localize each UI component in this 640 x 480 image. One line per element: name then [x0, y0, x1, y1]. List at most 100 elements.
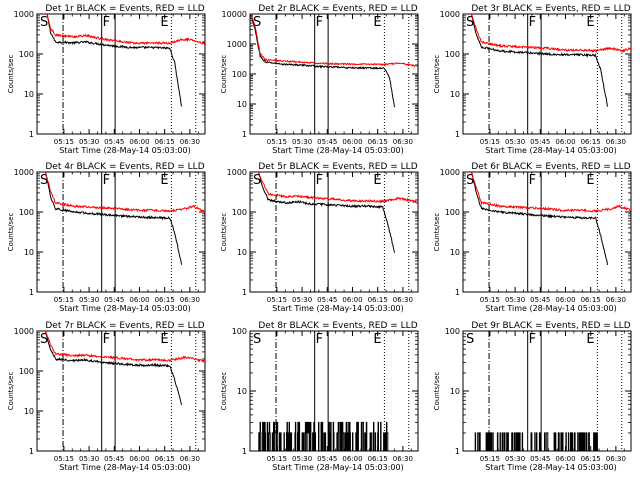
x-axis-label: Start Time (28-May-14 05:03:00) [59, 463, 190, 472]
x-tick-label: 05:45 [530, 138, 550, 146]
data-layer [257, 172, 418, 253]
x-tick-label: 05:30 [505, 296, 525, 304]
y-tick-label: 10 [237, 387, 247, 396]
y-axis-label: Counts/sec [7, 213, 15, 252]
series-lld-line [250, 14, 418, 68]
plot-frame [36, 13, 206, 135]
data-layer [44, 331, 205, 406]
x-axis-label: Start Time (28-May-14 05:03:00) [485, 146, 616, 155]
x-tick-label: 05:15 [480, 296, 500, 304]
marker-label-f: F [316, 332, 323, 347]
y-tick-label: 10 [237, 100, 247, 109]
marker-label-f: F [316, 15, 323, 30]
x-tick-label: 05:15 [54, 296, 74, 304]
marker-label-f: F [529, 173, 536, 188]
x-tick-label: 06:15 [368, 455, 388, 463]
x-tick-label: 06:00 [555, 296, 575, 304]
x-tick-label: 05:15 [54, 138, 74, 146]
marker-label-f: F [529, 15, 536, 30]
y-tick-label: 10 [24, 90, 34, 99]
series-events-counts [471, 432, 601, 451]
marker-label-f: F [103, 332, 110, 347]
x-tick-label: 05:45 [530, 296, 550, 304]
data-layer [46, 14, 205, 107]
x-axis-label: Start Time (28-May-14 05:03:00) [272, 463, 403, 472]
x-tick-label: 06:30 [180, 455, 200, 463]
marker-label-e: E [373, 332, 381, 347]
y-tick-label: 10 [450, 90, 460, 99]
y-tick-label: 100 [232, 327, 247, 336]
chart-panel: Det 8r BLACK = Events, RED = LLD Counts/s… [220, 321, 419, 472]
data-layer [44, 172, 205, 265]
plot-frame [249, 13, 419, 135]
marker-label-e: E [160, 15, 168, 30]
plot-frame [36, 171, 206, 293]
plot-frame [462, 171, 632, 293]
y-tick-label: 1 [242, 130, 247, 139]
x-tick-label: 06:30 [180, 138, 200, 146]
y-axis-label: Counts/sec [220, 372, 228, 411]
y-tick-label: 1000 [227, 40, 247, 49]
y-tick-label: 100 [19, 367, 34, 376]
series-events-line [250, 14, 395, 108]
marker-label-s: S [466, 332, 474, 347]
x-tick-label: 05:45 [530, 455, 550, 463]
y-tick-label: 10 [450, 248, 460, 257]
chart-title: Det 8r BLACK = Events, RED = LLD [258, 321, 417, 331]
y-axis-label: Counts/sec [433, 372, 441, 411]
y-axis-label: Counts/sec [220, 55, 228, 94]
y-tick-label: 10000 [222, 10, 247, 19]
plot-frame [249, 171, 419, 293]
x-tick-label: 06:00 [129, 296, 149, 304]
x-tick-label: 06:15 [155, 296, 175, 304]
chart-panel: Det 9r BLACK = Events, RED = LLD Counts/s… [433, 321, 632, 472]
series-events-counts [258, 421, 389, 451]
series-events-line [471, 172, 608, 265]
y-tick-label: 100 [445, 208, 460, 217]
marker-label-e: E [586, 15, 594, 30]
marker-label-s: S [253, 332, 261, 347]
y-tick-label: 1 [29, 288, 34, 297]
chart-panel: Det 4r BLACK = Events, RED = LLD Counts/s… [7, 162, 206, 313]
x-tick-label: 06:30 [606, 455, 626, 463]
y-tick-label: 1000 [14, 327, 34, 336]
marker-label-s: S [40, 332, 48, 347]
x-tick-label: 06:00 [555, 138, 575, 146]
x-axis-label: Start Time (28-May-14 05:03:00) [59, 146, 190, 155]
x-tick-label: 05:15 [480, 138, 500, 146]
x-tick-label: 06:30 [180, 296, 200, 304]
x-tick-label: 06:15 [155, 455, 175, 463]
x-tick-label: 05:30 [292, 455, 312, 463]
marker-label-s: S [40, 15, 48, 30]
y-tick-label: 10 [450, 387, 460, 396]
x-tick-label: 05:30 [79, 455, 99, 463]
marker-label-e: E [160, 173, 168, 188]
y-axis-label: Counts/sec [7, 55, 15, 94]
data-layer [471, 432, 601, 451]
x-tick-label: 05:30 [292, 138, 312, 146]
y-tick-label: 10 [24, 248, 34, 257]
x-tick-label: 05:45 [104, 138, 124, 146]
marker-label-s: S [253, 15, 261, 30]
x-tick-label: 05:15 [267, 455, 287, 463]
y-tick-label: 1000 [440, 10, 460, 19]
y-axis-label: Counts/sec [433, 213, 441, 252]
y-tick-label: 1 [455, 288, 460, 297]
y-tick-label: 1000 [14, 10, 34, 19]
marker-label-s: S [466, 15, 474, 30]
x-tick-label: 05:30 [292, 296, 312, 304]
series-events-line [46, 14, 182, 107]
chart-title: Det 9r BLACK = Events, RED = LLD [471, 321, 630, 331]
marker-label-f: F [316, 173, 323, 188]
x-tick-label: 06:00 [342, 138, 362, 146]
chart-title: Det 2r BLACK = Events, RED = LLD [258, 4, 417, 14]
x-tick-label: 05:15 [267, 138, 287, 146]
y-tick-label: 1000 [227, 168, 247, 177]
y-tick-label: 100 [232, 208, 247, 217]
x-tick-label: 06:00 [129, 138, 149, 146]
x-tick-label: 05:30 [79, 296, 99, 304]
data-layer [470, 172, 631, 265]
x-tick-label: 05:45 [317, 296, 337, 304]
y-tick-label: 1 [29, 130, 34, 139]
chart-panel: Det 6r BLACK = Events, RED = LLD Counts/s… [433, 162, 632, 313]
